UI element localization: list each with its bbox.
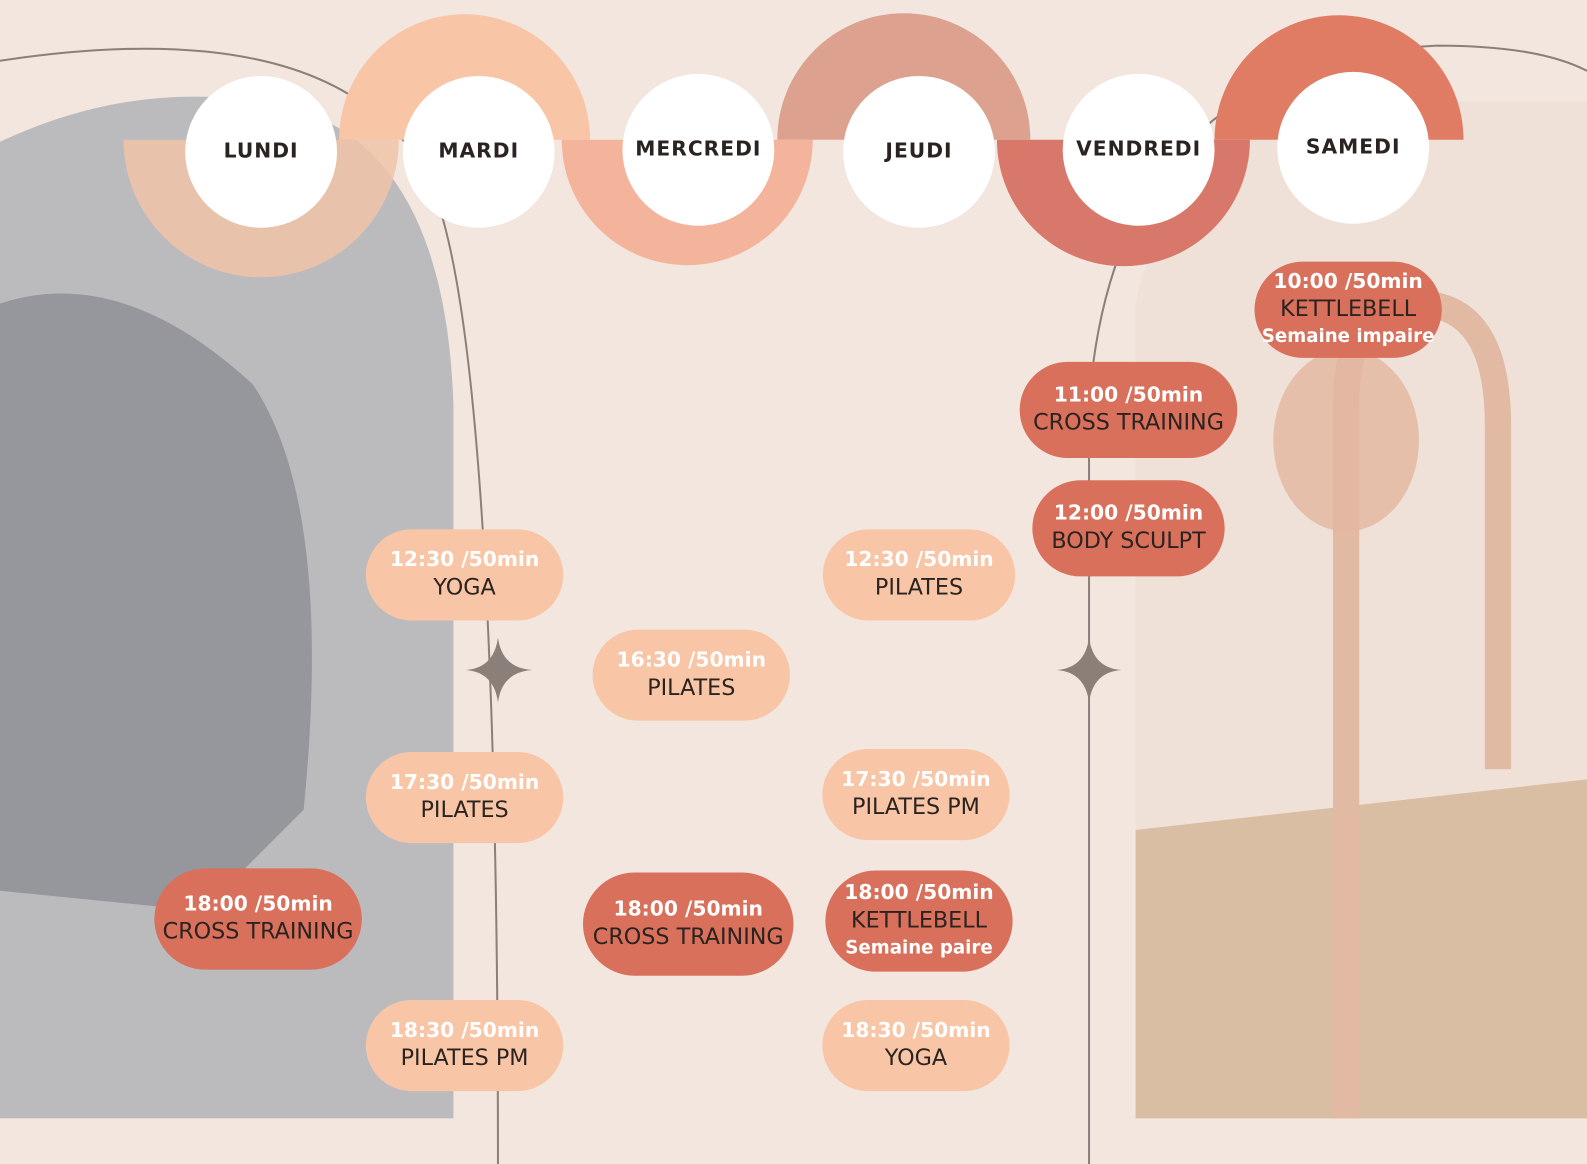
day-column: LUNDI 18:00 /50min CROSS TRAINING [154,75,362,970]
day-name: LUNDI [224,138,299,162]
class-time: 17:30 /50min [841,767,990,791]
class-time: 12:30 /50min [390,547,539,571]
class-time: 18:00 /50min [844,880,993,904]
class-pill [1019,361,1238,459]
class-pill [822,748,1010,841]
class-time: 18:30 /50min [841,1018,990,1042]
day-circle [1062,73,1215,226]
class-pill [592,629,790,721]
class-note: Semaine impaire [1262,326,1435,347]
day-circle [402,75,555,228]
class-name: CROSS TRAINING [593,924,784,950]
class-slot: 18:00 /50min CROSS TRAINING [154,868,362,970]
class-time: 11:00 /50min [1054,382,1203,406]
class-slot: 12:00 /50min BODY SCULPT [1032,480,1225,577]
day-circle [843,75,995,228]
class-slot: 18:30 /50min PILATES PM [365,1000,564,1092]
day-column: MERCREDI 16:30 /50min PILATES 18:00 /50min C… [582,73,794,976]
day-circle [1277,71,1430,224]
class-time: 16:30 /50min [617,647,766,671]
class-slot: 17:30 /50min PILATES PM [822,748,1010,841]
floor [1135,779,1587,1119]
day-column: SAMEDI 10:00 /50min KETTLEBELL Semaine impa… [1254,71,1442,358]
class-pill [365,529,564,621]
class-slot: 16:30 /50min PILATES [592,629,790,721]
class-note: Semaine paire [845,937,992,958]
class-name: BODY SCULPT [1051,528,1206,554]
class-slot: 12:30 /50min YOGA [365,529,564,621]
class-time: 12:30 /50min [844,547,993,571]
class-name: KETTLEBELL [1280,296,1417,322]
class-pill [365,1000,564,1092]
photo-shade [0,293,312,911]
class-time: 10:00 /50min [1273,269,1422,293]
class-name: PILATES [875,575,963,601]
class-pill [822,529,1016,621]
class-pill [822,1000,1010,1092]
day-name: MARDI [438,138,519,162]
class-name: PILATES [420,797,508,823]
class-slot: 18:00 /50min KETTLEBELL Semaine paire [825,870,1013,972]
day-circle [622,73,775,226]
day-circle [185,75,338,228]
class-name: KETTLEBELL [851,908,988,934]
day-name: SAMEDI [1306,134,1401,158]
class-pill [154,868,362,970]
class-slot: 17:30 /50min PILATES [365,752,564,844]
class-name: YOGA [432,575,496,601]
class-time: 18:00 /50min [614,896,763,920]
class-name: PILATES PM [852,794,980,820]
class-slot: 10:00 /50min KETTLEBELL Semaine impaire [1254,261,1442,358]
class-name: PILATES [647,675,735,701]
class-time: 18:30 /50min [390,1018,539,1042]
class-time: 12:00 /50min [1054,501,1203,525]
day-name: JEUDI [883,138,952,162]
class-slot: 18:30 /50min YOGA [822,1000,1010,1092]
day-name: MERCREDI [635,136,761,160]
class-pill [825,870,1013,972]
class-slot: 11:00 /50min CROSS TRAINING [1019,361,1238,459]
class-time: 17:30 /50min [390,770,539,794]
day-column: MARDI 12:30 /50min YOGA 17:30 /50min PILATES… [365,75,564,1092]
class-name: CROSS TRAINING [163,919,354,945]
class-name: YOGA [884,1045,948,1071]
star [465,637,533,703]
day-name: VENDREDI [1076,136,1201,160]
class-name: CROSS TRAINING [1033,410,1224,436]
class-time: 18:00 /50min [183,891,332,915]
star [1056,637,1122,703]
day-column: VENDREDI 11:00 /50min CROSS TRAINING 12:00 … [1019,73,1238,577]
class-name: PILATES PM [401,1045,529,1071]
class-slot: 12:30 /50min PILATES [822,529,1016,621]
oval-decor [1273,349,1419,532]
day-column: JEUDI 12:30 /50min PILATES 17:30 /50min PILA… [822,75,1016,1092]
class-pill [582,872,794,976]
class-slot: 18:00 /50min CROSS TRAINING [582,872,794,976]
class-pill [365,752,564,844]
class-pill [1254,261,1442,358]
class-pill [1032,480,1225,577]
